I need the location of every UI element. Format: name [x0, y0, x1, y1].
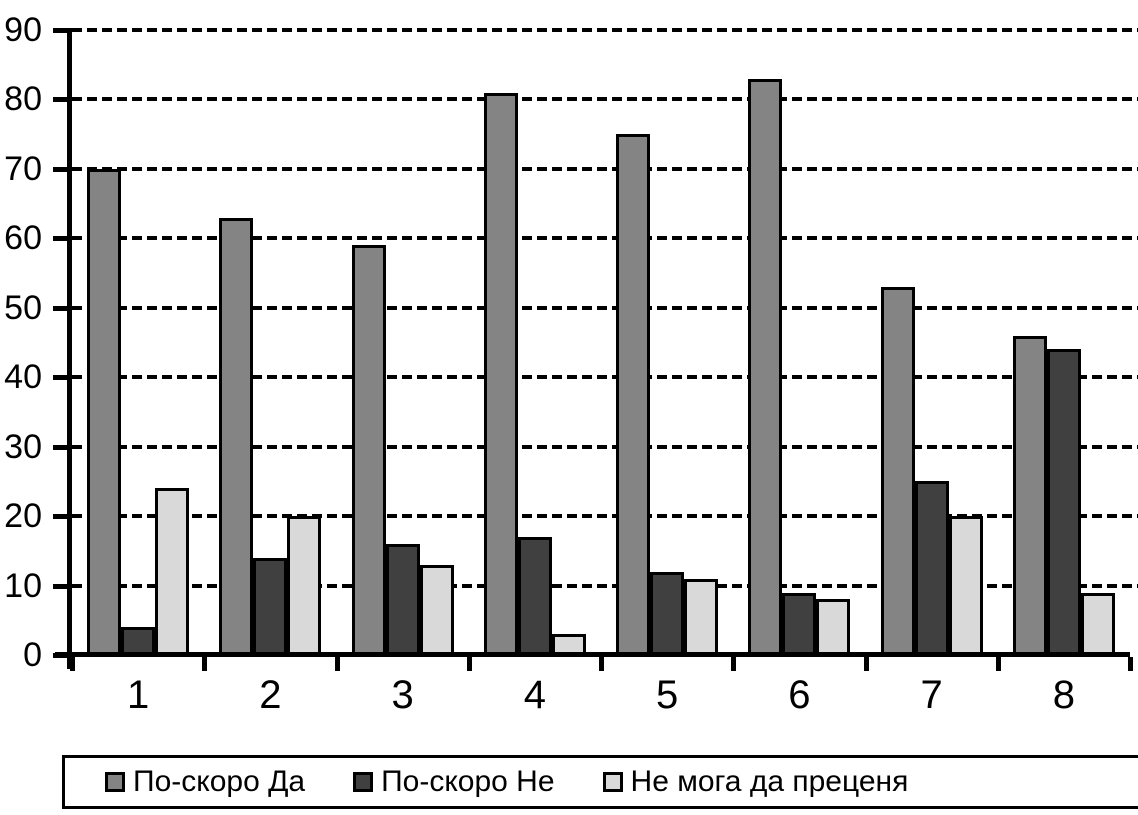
x-axis-tick: [599, 657, 604, 671]
y-axis-tick-label: 10: [4, 566, 42, 605]
gridline: [72, 166, 1138, 171]
legend-item-3: Не мога да преценя: [602, 765, 909, 799]
gridline: [72, 375, 1138, 380]
x-axis-tick: [70, 657, 75, 671]
x-axis-category-label: 5: [656, 673, 679, 717]
y-axis-tick-label: 50: [4, 288, 42, 327]
legend-item-1: По-скоро Да: [105, 765, 305, 799]
legend-label: Не мога да преценя: [630, 765, 909, 798]
bar-series2-category8: [1046, 349, 1081, 655]
y-axis-tick-label: 0: [23, 636, 42, 674]
x-axis-category-label: 1: [127, 673, 150, 717]
bar-group-5: 5: [601, 30, 733, 717]
bar-series3-category3: [419, 564, 454, 655]
bar-series1-category2: [219, 217, 254, 655]
x-axis-tick: [995, 657, 1001, 671]
x-axis-tick: [334, 657, 340, 671]
x-axis-category-label: 6: [788, 673, 811, 717]
bar-series2-category3: [385, 543, 420, 655]
bar-series2-category5: [650, 571, 685, 655]
x-axis-line: [55, 652, 1130, 657]
legend-swatch-icon: [105, 772, 125, 792]
y-axis-tick: [53, 514, 67, 520]
y-axis-tick: [53, 375, 67, 381]
legend-label: По-скоро Не: [381, 765, 555, 798]
y-axis-tick: [53, 444, 67, 450]
y-axis-line: [67, 28, 72, 669]
gridline: [72, 97, 1138, 102]
y-axis-tick: [53, 583, 67, 589]
bar-series2-category6: [782, 592, 817, 655]
legend-item-2: По-скоро Не: [353, 765, 555, 799]
gridline: [72, 236, 1138, 241]
legend-swatch-icon: [353, 772, 374, 792]
bar-group-1: 1: [72, 30, 204, 717]
y-axis-tick: [53, 305, 67, 311]
y-axis-tick-label: 90: [4, 11, 42, 49]
y-axis-tick-label: 70: [4, 149, 42, 188]
bar-series1-category6: [748, 78, 783, 655]
bar-series2-category2: [253, 557, 288, 655]
x-axis-category-label: 3: [391, 673, 414, 717]
gridline: [72, 444, 1138, 449]
y-axis-tick-label: 40: [4, 358, 42, 397]
y-axis-tick-label: 20: [4, 497, 42, 536]
x-axis-category-label: 7: [920, 673, 943, 717]
y-axis-labels: 0 10 20 30 40 50 60 70 80 90: [0, 13, 42, 672]
gridline: [72, 28, 1138, 32]
gridline: [72, 514, 1138, 519]
x-axis-category-label: 8: [1052, 673, 1075, 717]
bar-series3-category1: [155, 488, 190, 655]
bar-group-6: 6: [733, 30, 865, 717]
bar-group-8: 8: [998, 30, 1130, 717]
bar-groups-container: 1 2 3 4 5 6 7 8: [72, 30, 1130, 717]
bar-series3-category6: [816, 599, 851, 655]
bar-group-2: 2: [204, 30, 336, 717]
x-axis-tick: [466, 657, 472, 671]
bar-series1-category4: [483, 92, 518, 655]
x-axis-tick: [1128, 657, 1133, 671]
y-axis-tick: [53, 97, 67, 103]
legend-label: По-скоро Да: [133, 765, 306, 798]
bar-series2-category7: [914, 481, 949, 655]
x-axis-category-label: 2: [259, 673, 282, 717]
bar-series2-category1: [121, 627, 156, 655]
x-axis-category-label: 4: [523, 673, 546, 717]
bar-series1-category1: [87, 168, 122, 655]
x-axis-tick: [863, 657, 869, 671]
bar-group-7: 7: [866, 30, 998, 717]
y-axis-tick: [53, 236, 67, 242]
bar-series3-category7: [948, 516, 983, 655]
y-axis-tick: [53, 28, 67, 33]
y-axis-tick: [53, 166, 67, 172]
bar-series1-category7: [880, 286, 915, 655]
gridline: [72, 583, 1138, 588]
chart-legend: По-скоро Да По-скоро Не Не мога да преценя: [62, 755, 1138, 809]
bar-series1-category5: [616, 134, 651, 655]
bar-series3-category5: [684, 578, 719, 655]
bar-series2-category4: [517, 536, 552, 655]
gridline: [72, 305, 1138, 310]
legend-swatch-icon: [602, 772, 623, 792]
plot-area: 1 2 3 4 5 6 7 8: [53, 28, 1138, 717]
x-axis-tick: [202, 657, 208, 671]
x-axis-tick: [731, 657, 737, 671]
bar-series3-category8: [1080, 592, 1115, 655]
bar-series3-category2: [287, 516, 322, 655]
bar-group-4: 4: [469, 30, 601, 717]
y-axis-tick-label: 80: [4, 80, 42, 119]
y-axis-tick-label: 60: [4, 219, 42, 258]
bar-series1-category8: [1012, 335, 1047, 655]
y-axis-tick-label: 30: [4, 427, 42, 466]
bar-group-3: 3: [337, 30, 469, 717]
bar-series1-category3: [351, 245, 386, 655]
